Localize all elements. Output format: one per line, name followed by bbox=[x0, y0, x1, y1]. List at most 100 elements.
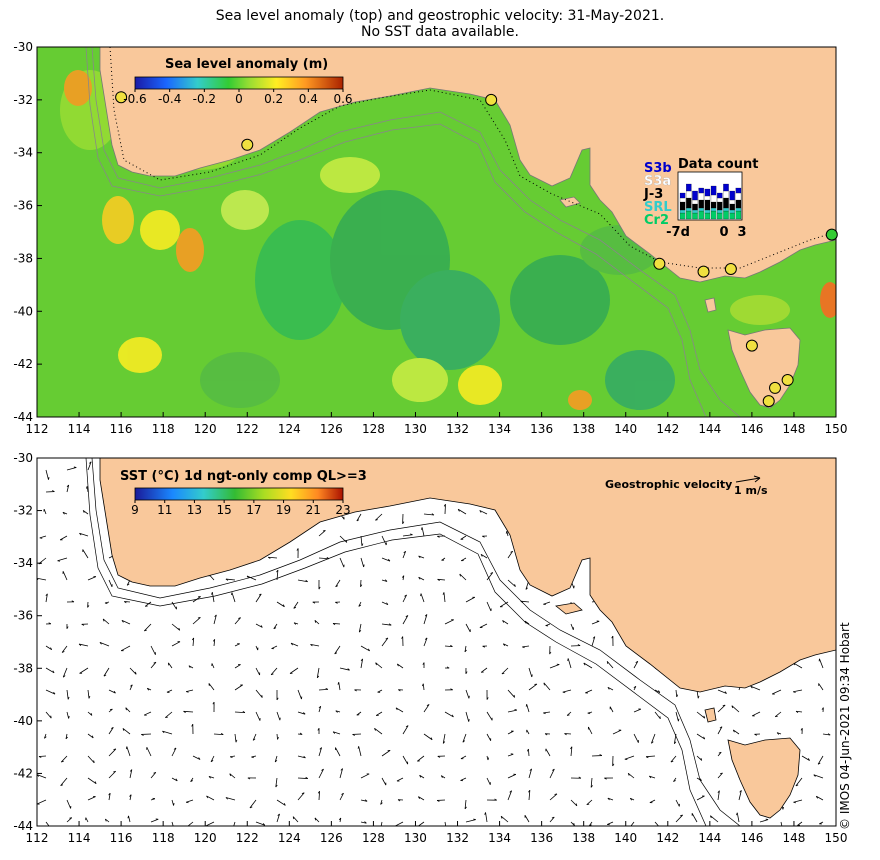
tasmania-land-bottom bbox=[727, 737, 801, 819]
title-line-1: Sea level anomaly (top) and geostrophic … bbox=[215, 8, 665, 24]
sst-x-tick-label: 114 bbox=[68, 831, 91, 845]
sst-colorbar-ticks: 9 11 13 15 17 19 21 23 bbox=[131, 500, 351, 517]
sst-x-tick-label: 136 bbox=[530, 831, 553, 845]
data-count-bar bbox=[710, 201, 717, 209]
sla-colorbar-tick: 0.6 bbox=[333, 92, 352, 106]
sla-x-tick-label: 118 bbox=[152, 422, 175, 436]
data-count-bar bbox=[717, 197, 723, 203]
bass-island-bottom bbox=[704, 707, 717, 723]
data-count-bar bbox=[729, 212, 735, 220]
sst-x-tick-label: 130 bbox=[404, 831, 427, 845]
sst-x-tick-label: 132 bbox=[446, 831, 469, 845]
tide-gauge-marker bbox=[769, 381, 782, 394]
sla-x-tick-label: 114 bbox=[68, 422, 91, 436]
data-count-bar bbox=[735, 199, 742, 209]
sla-y-tick-label: -38 bbox=[13, 251, 33, 265]
sst-x-tick-label: 138 bbox=[572, 831, 595, 845]
sst-axis-labels: 112 114 116 118 120 122 124 126 128 130 132 134 136 1… bbox=[13, 451, 847, 845]
shelf-contours-bottom bbox=[85, 458, 741, 826]
data-count-bar bbox=[692, 199, 698, 205]
sla-colorbar-tick: 0 bbox=[235, 92, 243, 106]
data-count-bar bbox=[698, 199, 704, 209]
data-count-x-tick: 3 bbox=[737, 225, 746, 240]
sla-x-tick-label: 142 bbox=[656, 422, 679, 436]
sla-x-tick-label: 136 bbox=[530, 422, 553, 436]
data-count-bar bbox=[679, 192, 686, 199]
data-count-bar bbox=[723, 190, 729, 199]
sla-colorbar-tick: -0.4 bbox=[158, 92, 181, 106]
sst-y-tick-label: -40 bbox=[13, 714, 33, 728]
sla-x-tick-label: 144 bbox=[698, 422, 721, 436]
kangaroo-island-bottom bbox=[555, 602, 583, 615]
sla-y-tick-label: -30 bbox=[13, 40, 33, 54]
sst-legend-title: SST (°C) 1d ngt-only comp QL>=3 bbox=[120, 469, 367, 484]
data-count-bar bbox=[735, 207, 742, 212]
data-count-bar bbox=[679, 209, 686, 214]
sla-x-tick-label: 134 bbox=[488, 422, 511, 436]
sla-x-tick-label: 130 bbox=[404, 422, 427, 436]
sst-y-tick-label: -42 bbox=[13, 766, 33, 780]
sst-colorbar-tick: 19 bbox=[276, 503, 291, 517]
data-count-bar bbox=[692, 209, 698, 214]
data-count-bar bbox=[704, 212, 711, 220]
data-count-bar bbox=[723, 197, 729, 209]
sla-blobs bbox=[60, 70, 836, 410]
data-count-bar bbox=[735, 192, 742, 201]
data-count-bar bbox=[723, 183, 729, 192]
data-count-bar bbox=[704, 188, 711, 197]
sst-x-tick-label: 120 bbox=[194, 831, 217, 845]
data-count-bar bbox=[679, 201, 686, 211]
data-count-bar bbox=[704, 195, 711, 201]
sla-x-tick-label: 128 bbox=[362, 422, 385, 436]
sst-x-tick-label: 150 bbox=[825, 831, 848, 845]
data-count-bar bbox=[717, 209, 723, 214]
data-count-bar bbox=[729, 209, 735, 214]
data-count-bar bbox=[735, 187, 742, 194]
sla-x-tick-label: 112 bbox=[26, 422, 49, 436]
sst-x-tick-label: 112 bbox=[26, 831, 49, 845]
australia-land-bottom bbox=[99, 458, 836, 693]
credit-text: © IMOS 04-Jun-2021 09:34 Hobart bbox=[838, 622, 852, 830]
sst-colorbar-tick: 23 bbox=[335, 503, 350, 517]
velocity-scale-label: 1 m/s bbox=[734, 484, 768, 497]
sla-panel: Sea level anomaly (m) -0.6 -0.4 -0.2 0 0.2 0.… bbox=[36, 46, 838, 418]
map-title: Sea level anomaly (top) and geostrophic … bbox=[0, 8, 880, 40]
sla-colorbar-tick: 0.2 bbox=[264, 92, 283, 106]
sst-x-tick-label: 128 bbox=[362, 831, 385, 845]
sst-frame bbox=[36, 457, 837, 827]
data-count-bar bbox=[698, 210, 704, 220]
data-count-bar bbox=[704, 199, 711, 211]
data-count-bar bbox=[686, 183, 692, 192]
data-count-bar bbox=[692, 203, 698, 211]
sla-axis-labels: 112 114 116 118 120 122 124 126 128 130 132 134 136 1… bbox=[13, 40, 847, 436]
sst-x-tick-label: 124 bbox=[278, 831, 301, 845]
tide-gauge-marker bbox=[485, 93, 498, 106]
tide-gauge-marker bbox=[697, 265, 710, 278]
sst-colorbar-tick: 17 bbox=[246, 503, 261, 517]
data-count-bar bbox=[704, 209, 711, 214]
sla-y-tick-label: -40 bbox=[13, 304, 33, 318]
data-count-bar bbox=[735, 210, 742, 220]
bass-island bbox=[704, 297, 717, 313]
data-count-bar bbox=[717, 201, 723, 211]
data-count-bar bbox=[717, 192, 723, 199]
sla-y-tick-label: -42 bbox=[13, 357, 33, 371]
tide-gauge-marker bbox=[115, 91, 128, 104]
sst-colorbar-tick: 21 bbox=[306, 503, 321, 517]
tide-gauge-marker bbox=[241, 138, 254, 151]
data-count-bar bbox=[723, 207, 729, 212]
tide-gauge-marker bbox=[781, 374, 794, 386]
data-count-ticks: -7d 0 3 bbox=[666, 225, 746, 240]
data-count-bar bbox=[710, 185, 717, 196]
data-count-bars bbox=[679, 183, 742, 220]
sla-x-tick-label: 126 bbox=[320, 422, 343, 436]
data-count-bar bbox=[692, 190, 698, 201]
sla-y-tick-label: -36 bbox=[13, 199, 33, 213]
sst-y-tick-label: -38 bbox=[13, 661, 33, 675]
sla-colorbar-ticks: -0.6 -0.4 -0.2 0 0.2 0.4 0.6 bbox=[123, 89, 353, 106]
tide-gauges bbox=[115, 91, 838, 408]
satellite-label: Cr2 bbox=[644, 213, 669, 228]
sst-panel: SST (°C) 1d ngt-only comp QL>=3 9 11 13 15 1… bbox=[36, 457, 837, 827]
sst-x-tick-label: 116 bbox=[110, 831, 133, 845]
